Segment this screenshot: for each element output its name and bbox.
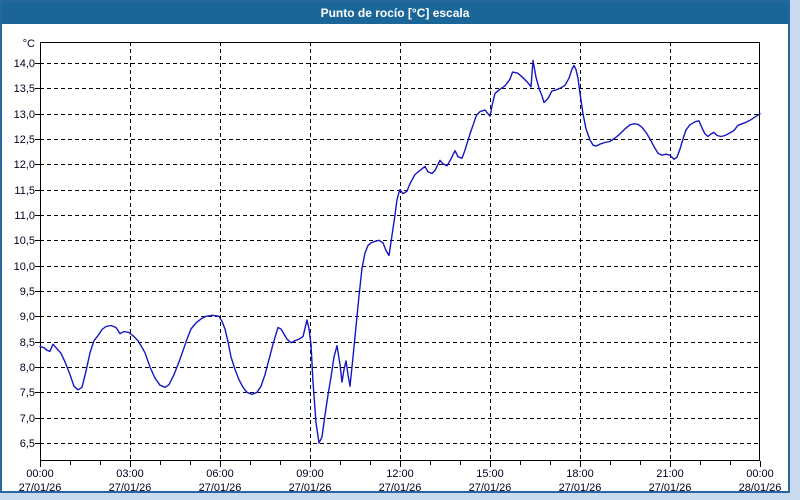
x-tick-date-label: 27/01/26: [289, 482, 332, 494]
y-tick-label: 7,0: [20, 413, 35, 425]
y-tick-label: 7,5: [20, 387, 35, 399]
axes: [35, 42, 761, 467]
x-tick-date-label: 27/01/26: [199, 482, 242, 494]
gridlines: [40, 42, 760, 461]
y-tick-label: 9,5: [20, 286, 35, 298]
y-tick-label: 11,0: [14, 210, 35, 222]
series-line-dew-point: [39, 59, 761, 444]
x-tick-date-label: 27/01/26: [109, 482, 152, 494]
x-tick-date-label: 27/01/26: [559, 482, 602, 494]
y-tick-label: 13,0: [14, 109, 35, 121]
x-tick-labels: 00:00 27/01/26 03:00 27/01/26 06:00 27/01/26 0…: [19, 468, 782, 494]
y-tick-label: 10,5: [14, 235, 35, 247]
x-tick-time-label: 06:00: [206, 468, 234, 480]
y-tick-label: 6,5: [20, 438, 35, 450]
x-tick-time-label: 21:00: [656, 468, 684, 480]
y-tick-label: 12,5: [14, 134, 35, 146]
plot-area: [40, 42, 760, 461]
x-tick-time-label: 12:00: [386, 468, 414, 480]
y-tick-labels: °C 14,0 13,5 13,0 12,5 12,0 11,5 11,0 10,5 10,0 9,…: [14, 38, 35, 450]
x-tick-time-label: 18:00: [566, 468, 594, 480]
x-tick-time-label: 00:00: [746, 468, 774, 480]
y-tick-label: 12,0: [14, 159, 35, 171]
x-tick-date-label: 27/01/26: [379, 482, 422, 494]
x-tick-time-label: 15:00: [476, 468, 504, 480]
y-tick-label: 9,0: [20, 311, 35, 323]
y-tick-label: 8,5: [20, 337, 35, 349]
y-tick-label: 11,5: [14, 185, 35, 197]
y-tick-label: 14,0: [14, 58, 35, 70]
x-tick-date-label: 27/01/26: [19, 482, 62, 494]
y-tick-label: 8,0: [20, 362, 35, 374]
x-tick-date-label: 28/01/26: [739, 482, 782, 494]
y-tick-label: 10,0: [14, 261, 35, 273]
y-axis-unit-label: °C: [23, 38, 35, 50]
x-tick-time-label: 03:00: [116, 468, 144, 480]
y-tick-label: 13,5: [14, 83, 35, 95]
window-title-bar: Punto de rocío [°C] escala: [2, 2, 788, 24]
x-tick-date-label: 27/01/26: [649, 482, 692, 494]
x-tick-time-label: 09:00: [296, 468, 324, 480]
chart-title: Punto de rocío [°C] escala: [320, 6, 470, 20]
x-tick-date-label: 27/01/26: [469, 482, 512, 494]
x-tick-time-label: 00:00: [26, 468, 54, 480]
